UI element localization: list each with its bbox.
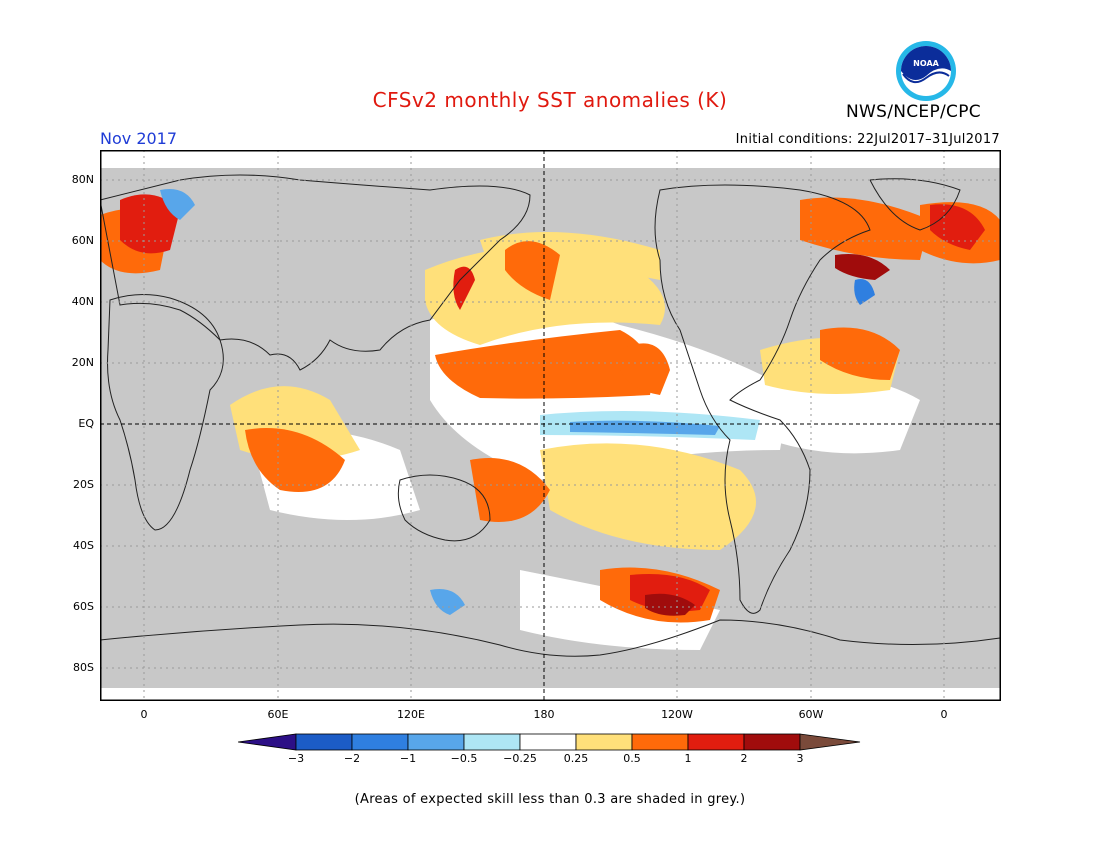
- anomaly-patch: [245, 428, 345, 492]
- lat-label: 80N: [71, 173, 94, 186]
- colorbar: [238, 733, 861, 751]
- colorbar-cell: [631, 733, 689, 751]
- anomaly-patch: [835, 254, 890, 280]
- anomaly-patch: [505, 241, 560, 300]
- colorbar-label: −1: [399, 752, 417, 765]
- colorbar-cell: [351, 733, 409, 751]
- map-frame: [100, 150, 1001, 701]
- colorbar-cell: [463, 733, 521, 751]
- anomaly-patch: [800, 197, 930, 260]
- colorbar-label: −0.5: [450, 752, 478, 765]
- lat-label: 80S: [73, 661, 94, 674]
- skill-footnote: (Areas of expected skill less than 0.3 a…: [354, 792, 746, 807]
- colorbar-label: −3: [287, 752, 305, 765]
- agency-label: NWS/NCEP/CPC: [846, 102, 981, 122]
- anomaly-patch: [453, 266, 475, 310]
- anomaly-patch: [820, 327, 900, 380]
- colorbar-label: 0.25: [563, 752, 589, 765]
- coast-greenland: [869, 178, 961, 231]
- anomaly-field: [100, 168, 1000, 688]
- coast-australia: [397, 474, 491, 542]
- anomaly-patch: [540, 443, 756, 550]
- coast-antarctica: [100, 619, 1001, 657]
- lat-label: 40N: [71, 295, 94, 308]
- forecast-month-label: Nov 2017: [100, 129, 178, 148]
- colorbar-label: 0.5: [623, 752, 641, 765]
- colorbar-cell: [743, 733, 801, 751]
- lon-label: 120E: [397, 708, 425, 721]
- chart-title: CFSv2 monthly SST anomalies (K): [372, 88, 728, 112]
- anomaly-patch: [854, 279, 875, 305]
- noaa-logo-text: NOAA: [913, 59, 939, 68]
- colorbar-cell: [687, 733, 745, 751]
- colorbar-label: 3: [796, 752, 804, 765]
- lat-label: 20N: [71, 356, 94, 369]
- lat-label: 60N: [71, 234, 94, 247]
- anomaly-patch: [435, 330, 652, 399]
- anomaly-patch: [645, 593, 695, 616]
- lon-label: 180: [533, 708, 555, 721]
- anomaly-patch: [470, 458, 550, 522]
- colorbar-cell: [238, 733, 297, 751]
- noaa-logo: NOAA: [896, 41, 956, 101]
- colorbar-cell: [799, 733, 861, 751]
- lat-label: 60S: [73, 600, 94, 613]
- colorbar-cell: [407, 733, 465, 751]
- colorbar-label: 2: [740, 752, 748, 765]
- anomaly-patch: [160, 189, 195, 220]
- lon-label: 60W: [798, 708, 824, 721]
- lat-label: 40S: [73, 539, 94, 552]
- colorbar-cell: [519, 733, 577, 751]
- colorbar-cell: [575, 733, 633, 751]
- colorbar-label: −0.25: [503, 752, 537, 765]
- coast-africa: [107, 294, 224, 531]
- initial-conditions-label: Initial conditions: 22Jul2017–31Jul2017: [735, 132, 1000, 147]
- lon-label: 0: [940, 708, 948, 721]
- lat-label: 20S: [73, 478, 94, 491]
- lat-label: EQ: [78, 417, 94, 430]
- colorbar-label: 1: [684, 752, 692, 765]
- coast-americas: [654, 184, 871, 614]
- sst-anomaly-map: [100, 150, 1001, 701]
- lon-label: 60E: [267, 708, 289, 721]
- anomaly-patch: [430, 589, 465, 615]
- lon-label: 0: [140, 708, 148, 721]
- anomaly-patch: [620, 343, 670, 395]
- lon-label: 120W: [661, 708, 693, 721]
- graticule: [100, 150, 1000, 701]
- anomaly-patch: [120, 194, 180, 254]
- anomaly-patch: [760, 375, 920, 454]
- colorbar-cell: [295, 733, 353, 751]
- colorbar-label: −2: [343, 752, 361, 765]
